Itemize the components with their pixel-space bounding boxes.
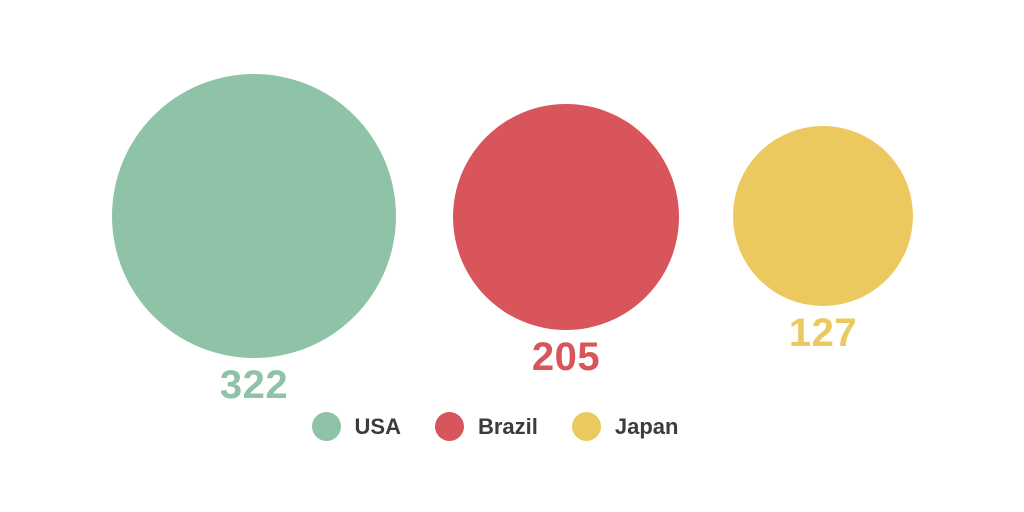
bubble-value-brazil: 205 bbox=[531, 335, 601, 379]
bubble-japan[interactable] bbox=[733, 126, 913, 306]
bubble-value-japan: 127 bbox=[788, 311, 858, 355]
legend-label-japan: Japan bbox=[614, 414, 679, 439]
legend-dot-usa bbox=[311, 412, 341, 441]
chart-legend: USA Brazil Japan bbox=[0, 412, 1007, 441]
legend-dot-brazil bbox=[434, 412, 464, 441]
legend-item-brazil[interactable]: Brazil bbox=[434, 412, 538, 441]
legend-item-japan[interactable]: Japan bbox=[571, 412, 679, 441]
bubble-brazil[interactable] bbox=[453, 104, 679, 330]
bubble-usa[interactable] bbox=[112, 74, 396, 358]
legend-label-usa: USA bbox=[354, 414, 401, 439]
legend-item-usa[interactable]: USA bbox=[311, 412, 401, 441]
bubble-value-usa: 322 bbox=[219, 363, 289, 407]
legend-label-brazil: Brazil bbox=[477, 414, 538, 439]
legend-dot-japan bbox=[571, 412, 601, 441]
